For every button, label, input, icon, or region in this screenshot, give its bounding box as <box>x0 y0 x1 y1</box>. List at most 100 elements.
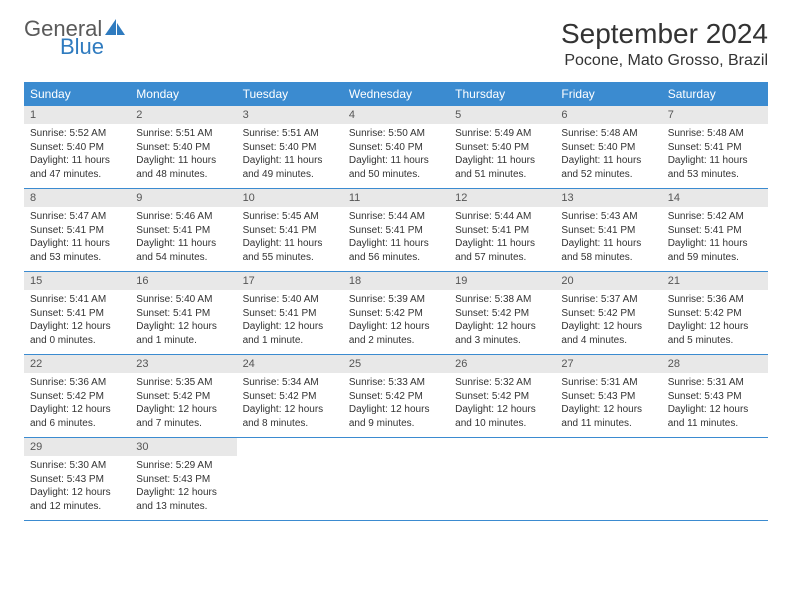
weekday-label: Wednesday <box>343 82 449 106</box>
sunrise-text: Sunrise: 5:44 AM <box>455 210 549 224</box>
calendar-day: 5Sunrise: 5:49 AMSunset: 5:40 PMDaylight… <box>449 106 555 188</box>
day-content: Sunrise: 5:50 AMSunset: 5:40 PMDaylight:… <box>343 124 449 184</box>
sunrise-text: Sunrise: 5:37 AM <box>561 293 655 307</box>
sunset-text: Sunset: 5:43 PM <box>136 473 230 487</box>
day-content: Sunrise: 5:36 AMSunset: 5:42 PMDaylight:… <box>662 290 768 350</box>
day-content: Sunrise: 5:33 AMSunset: 5:42 PMDaylight:… <box>343 373 449 433</box>
sunrise-text: Sunrise: 5:31 AM <box>668 376 762 390</box>
day-content: Sunrise: 5:51 AMSunset: 5:40 PMDaylight:… <box>237 124 343 184</box>
day-number: 15 <box>24 272 130 290</box>
sunrise-text: Sunrise: 5:31 AM <box>561 376 655 390</box>
sunrise-text: Sunrise: 5:50 AM <box>349 127 443 141</box>
sunset-text: Sunset: 5:41 PM <box>243 307 337 321</box>
weekday-label: Friday <box>555 82 661 106</box>
page-header: General Blue September 2024 Pocone, Mato… <box>24 18 768 70</box>
calendar-day <box>343 438 449 520</box>
day-content: Sunrise: 5:44 AMSunset: 5:41 PMDaylight:… <box>343 207 449 267</box>
daylight-text: Daylight: 11 hours and 53 minutes. <box>668 154 762 181</box>
calendar-day: 25Sunrise: 5:33 AMSunset: 5:42 PMDayligh… <box>343 355 449 437</box>
calendar-day: 15Sunrise: 5:41 AMSunset: 5:41 PMDayligh… <box>24 272 130 354</box>
day-content: Sunrise: 5:31 AMSunset: 5:43 PMDaylight:… <box>555 373 661 433</box>
daylight-text: Daylight: 11 hours and 51 minutes. <box>455 154 549 181</box>
sunset-text: Sunset: 5:41 PM <box>136 224 230 238</box>
sunrise-text: Sunrise: 5:36 AM <box>30 376 124 390</box>
calendar-day: 30Sunrise: 5:29 AMSunset: 5:43 PMDayligh… <box>130 438 236 520</box>
calendar-day: 20Sunrise: 5:37 AMSunset: 5:42 PMDayligh… <box>555 272 661 354</box>
day-number: 11 <box>343 189 449 207</box>
sunrise-text: Sunrise: 5:30 AM <box>30 459 124 473</box>
day-content: Sunrise: 5:35 AMSunset: 5:42 PMDaylight:… <box>130 373 236 433</box>
day-number: 25 <box>343 355 449 373</box>
sunrise-text: Sunrise: 5:40 AM <box>243 293 337 307</box>
calendar-day: 3Sunrise: 5:51 AMSunset: 5:40 PMDaylight… <box>237 106 343 188</box>
daylight-text: Daylight: 12 hours and 11 minutes. <box>561 403 655 430</box>
daylight-text: Daylight: 11 hours and 47 minutes. <box>30 154 124 181</box>
calendar-week: 22Sunrise: 5:36 AMSunset: 5:42 PMDayligh… <box>24 355 768 438</box>
day-content: Sunrise: 5:39 AMSunset: 5:42 PMDaylight:… <box>343 290 449 350</box>
day-number: 2 <box>130 106 236 124</box>
sunrise-text: Sunrise: 5:38 AM <box>455 293 549 307</box>
sunrise-text: Sunrise: 5:29 AM <box>136 459 230 473</box>
day-number: 24 <box>237 355 343 373</box>
day-number: 5 <box>449 106 555 124</box>
sunrise-text: Sunrise: 5:36 AM <box>668 293 762 307</box>
daylight-text: Daylight: 12 hours and 2 minutes. <box>349 320 443 347</box>
calendar-day: 9Sunrise: 5:46 AMSunset: 5:41 PMDaylight… <box>130 189 236 271</box>
sunrise-text: Sunrise: 5:45 AM <box>243 210 337 224</box>
daylight-text: Daylight: 12 hours and 10 minutes. <box>455 403 549 430</box>
day-number: 9 <box>130 189 236 207</box>
weekday-header-row: Sunday Monday Tuesday Wednesday Thursday… <box>24 82 768 106</box>
sunset-text: Sunset: 5:41 PM <box>349 224 443 238</box>
weekday-label: Tuesday <box>237 82 343 106</box>
day-content: Sunrise: 5:46 AMSunset: 5:41 PMDaylight:… <box>130 207 236 267</box>
sunrise-text: Sunrise: 5:39 AM <box>349 293 443 307</box>
day-content: Sunrise: 5:43 AMSunset: 5:41 PMDaylight:… <box>555 207 661 267</box>
sunrise-text: Sunrise: 5:51 AM <box>243 127 337 141</box>
sunset-text: Sunset: 5:40 PM <box>561 141 655 155</box>
weekday-label: Thursday <box>449 82 555 106</box>
calendar-day: 22Sunrise: 5:36 AMSunset: 5:42 PMDayligh… <box>24 355 130 437</box>
daylight-text: Daylight: 11 hours and 55 minutes. <box>243 237 337 264</box>
day-number: 29 <box>24 438 130 456</box>
day-number: 30 <box>130 438 236 456</box>
day-content: Sunrise: 5:47 AMSunset: 5:41 PMDaylight:… <box>24 207 130 267</box>
calendar-day: 16Sunrise: 5:40 AMSunset: 5:41 PMDayligh… <box>130 272 236 354</box>
month-title: September 2024 <box>561 18 768 50</box>
daylight-text: Daylight: 12 hours and 0 minutes. <box>30 320 124 347</box>
day-content: Sunrise: 5:29 AMSunset: 5:43 PMDaylight:… <box>130 456 236 516</box>
calendar-day: 18Sunrise: 5:39 AMSunset: 5:42 PMDayligh… <box>343 272 449 354</box>
weeks-container: 1Sunrise: 5:52 AMSunset: 5:40 PMDaylight… <box>24 106 768 521</box>
day-number: 20 <box>555 272 661 290</box>
day-number: 21 <box>662 272 768 290</box>
day-number: 23 <box>130 355 236 373</box>
sunrise-text: Sunrise: 5:41 AM <box>30 293 124 307</box>
day-content: Sunrise: 5:31 AMSunset: 5:43 PMDaylight:… <box>662 373 768 433</box>
daylight-text: Daylight: 11 hours and 49 minutes. <box>243 154 337 181</box>
sunrise-text: Sunrise: 5:52 AM <box>30 127 124 141</box>
day-number: 16 <box>130 272 236 290</box>
day-number: 4 <box>343 106 449 124</box>
sunrise-text: Sunrise: 5:48 AM <box>561 127 655 141</box>
sunrise-text: Sunrise: 5:46 AM <box>136 210 230 224</box>
calendar-day: 4Sunrise: 5:50 AMSunset: 5:40 PMDaylight… <box>343 106 449 188</box>
sunrise-text: Sunrise: 5:34 AM <box>243 376 337 390</box>
sunset-text: Sunset: 5:42 PM <box>30 390 124 404</box>
daylight-text: Daylight: 11 hours and 59 minutes. <box>668 237 762 264</box>
sunrise-text: Sunrise: 5:48 AM <box>668 127 762 141</box>
calendar-day <box>662 438 768 520</box>
day-content: Sunrise: 5:32 AMSunset: 5:42 PMDaylight:… <box>449 373 555 433</box>
sunset-text: Sunset: 5:42 PM <box>455 390 549 404</box>
daylight-text: Daylight: 12 hours and 13 minutes. <box>136 486 230 513</box>
day-number: 6 <box>555 106 661 124</box>
day-number: 3 <box>237 106 343 124</box>
day-number: 1 <box>24 106 130 124</box>
day-number: 13 <box>555 189 661 207</box>
calendar-day: 10Sunrise: 5:45 AMSunset: 5:41 PMDayligh… <box>237 189 343 271</box>
day-content: Sunrise: 5:48 AMSunset: 5:40 PMDaylight:… <box>555 124 661 184</box>
sunrise-text: Sunrise: 5:40 AM <box>136 293 230 307</box>
calendar-week: 1Sunrise: 5:52 AMSunset: 5:40 PMDaylight… <box>24 106 768 189</box>
daylight-text: Daylight: 12 hours and 9 minutes. <box>349 403 443 430</box>
daylight-text: Daylight: 12 hours and 3 minutes. <box>455 320 549 347</box>
calendar-week: 8Sunrise: 5:47 AMSunset: 5:41 PMDaylight… <box>24 189 768 272</box>
daylight-text: Daylight: 11 hours and 52 minutes. <box>561 154 655 181</box>
